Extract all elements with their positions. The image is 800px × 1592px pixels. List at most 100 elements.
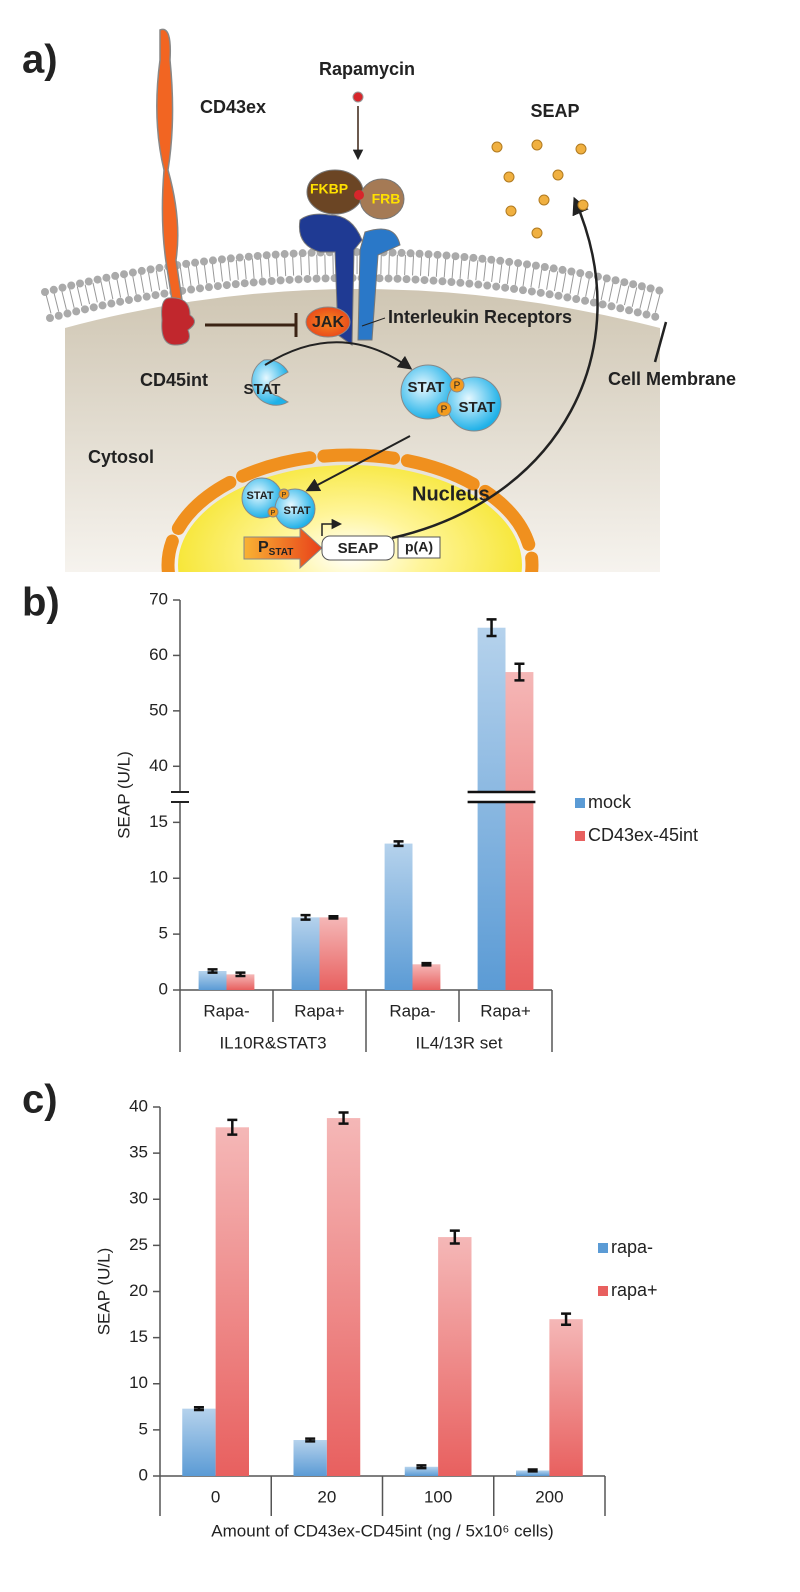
x-tick-label: Rapa+ [294, 1001, 345, 1020]
error-bar [235, 971, 246, 978]
label: PSTAT [258, 539, 293, 557]
nuclear-envelope [161, 448, 539, 572]
bar [384, 843, 413, 990]
y-tick-label: 0 [159, 979, 168, 998]
error-bar [300, 913, 311, 921]
panel-label: c) [22, 1078, 58, 1122]
error-bar [193, 1406, 204, 1412]
error-bar [328, 914, 339, 920]
x-tick-label: 200 [535, 1487, 563, 1506]
x-tick-label: 100 [424, 1487, 452, 1506]
y-tick-label: 5 [139, 1419, 148, 1438]
label: STAT [459, 399, 496, 416]
axis-break-gap [170, 792, 190, 802]
arrow [321, 518, 343, 536]
arrow [305, 435, 411, 492]
label: Cytosol [88, 447, 154, 467]
error-bar [449, 1229, 460, 1245]
bar [198, 971, 227, 990]
label: CD43ex [200, 97, 266, 117]
receptor [298, 213, 363, 346]
x-tick-label: 20 [317, 1487, 336, 1506]
diagram: a) CD43ex CD45int Rapamycin FKBP FRB JAK… [22, 28, 736, 572]
bar [516, 1470, 550, 1476]
jak [305, 306, 351, 338]
bar [505, 672, 534, 990]
x-tick-label: 0 [211, 1487, 220, 1506]
stat [251, 359, 289, 406]
error-bar [416, 1464, 427, 1470]
membrane-tails [45, 254, 665, 314]
label: Interleukin Receptors [388, 307, 572, 327]
label: P [258, 539, 269, 556]
rapamycin-dot [354, 190, 364, 200]
pointer [653, 321, 668, 363]
membrane-outer [41, 248, 669, 296]
label: P [282, 492, 287, 499]
legend-swatch [575, 831, 585, 841]
y-tick-label: 40 [149, 756, 168, 775]
x-tick-label: Rapa+ [480, 1001, 531, 1020]
label: STAT [244, 381, 281, 398]
label: STAT [283, 505, 310, 517]
y-tick-label: 0 [139, 1465, 148, 1484]
y-tick-label: 10 [129, 1373, 148, 1392]
x-axis-label: Amount of CD43ex-CD45int (ng / 5x10⁶ cel… [211, 1521, 553, 1540]
seap-molecules [491, 139, 589, 239]
y-axis-label: SEAP (U/L) [114, 751, 133, 839]
label: SEAP [338, 540, 379, 557]
error-bar [561, 1312, 572, 1326]
label: SEAP [530, 101, 579, 121]
label: STAT [408, 379, 445, 396]
membrane-inner [46, 274, 664, 322]
inhibition [205, 313, 298, 337]
x-tick-label: Rapa- [203, 1001, 249, 1020]
phosphate [267, 506, 279, 518]
bar [226, 974, 255, 990]
phosphate [278, 488, 290, 500]
axis-break-gap [467, 792, 536, 802]
label: STAT [269, 547, 294, 558]
label: Nucleus [412, 483, 490, 505]
legend-swatch [598, 1243, 608, 1253]
bar [293, 1440, 327, 1476]
label: P [454, 381, 461, 392]
label: FKBP [310, 181, 348, 197]
arrow [264, 341, 413, 370]
polya-box [397, 536, 441, 559]
reporter-box [321, 535, 395, 561]
y-tick-label: 60 [149, 645, 168, 664]
group-label: IL4/13R set [416, 1033, 503, 1052]
rapamycin-dot [352, 91, 364, 103]
cd43ex-shape [156, 28, 183, 301]
legend-label: rapa+ [611, 1280, 658, 1300]
panel-label: b) [22, 581, 60, 625]
y-tick-label: 25 [129, 1235, 148, 1254]
label: p(A) [405, 539, 433, 555]
y-tick-label: 5 [159, 924, 168, 943]
label: STAT [246, 490, 273, 502]
error-bar [207, 968, 218, 974]
bar [477, 627, 506, 990]
y-tick-label: 40 [129, 1096, 148, 1115]
label: P [441, 405, 448, 416]
error-bar [527, 1468, 538, 1473]
cd45int-shape [161, 297, 195, 346]
cytosol-area [65, 289, 660, 572]
label: P [271, 510, 276, 517]
label: Cell Membrane [608, 369, 736, 389]
label: JAK [312, 314, 344, 331]
bar [549, 1319, 583, 1476]
receptor [357, 228, 401, 341]
y-tick-label: 30 [129, 1189, 148, 1208]
y-tick-label: 35 [129, 1143, 148, 1162]
group-label: IL10R&STAT3 [219, 1033, 326, 1052]
y-tick-label: 70 [149, 589, 168, 608]
error-bar [338, 1111, 349, 1125]
y-tick-label: 15 [129, 1327, 148, 1346]
y-axis-label: SEAP (U/L) [94, 1248, 113, 1336]
y-tick-label: 20 [129, 1281, 148, 1300]
promoter [243, 526, 323, 570]
